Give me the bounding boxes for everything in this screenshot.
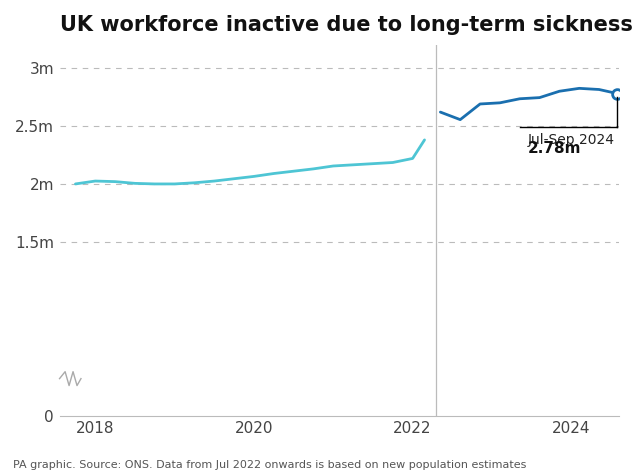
Text: PA graphic. Source: ONS. Data from Jul 2022 onwards is based on new population e: PA graphic. Source: ONS. Data from Jul 2…	[13, 460, 526, 470]
Text: 2.78m: 2.78m	[527, 141, 581, 156]
Text: Jul-Sep 2024: Jul-Sep 2024	[527, 133, 614, 147]
Text: UK workforce inactive due to long-term sickness: UK workforce inactive due to long-term s…	[60, 15, 632, 35]
